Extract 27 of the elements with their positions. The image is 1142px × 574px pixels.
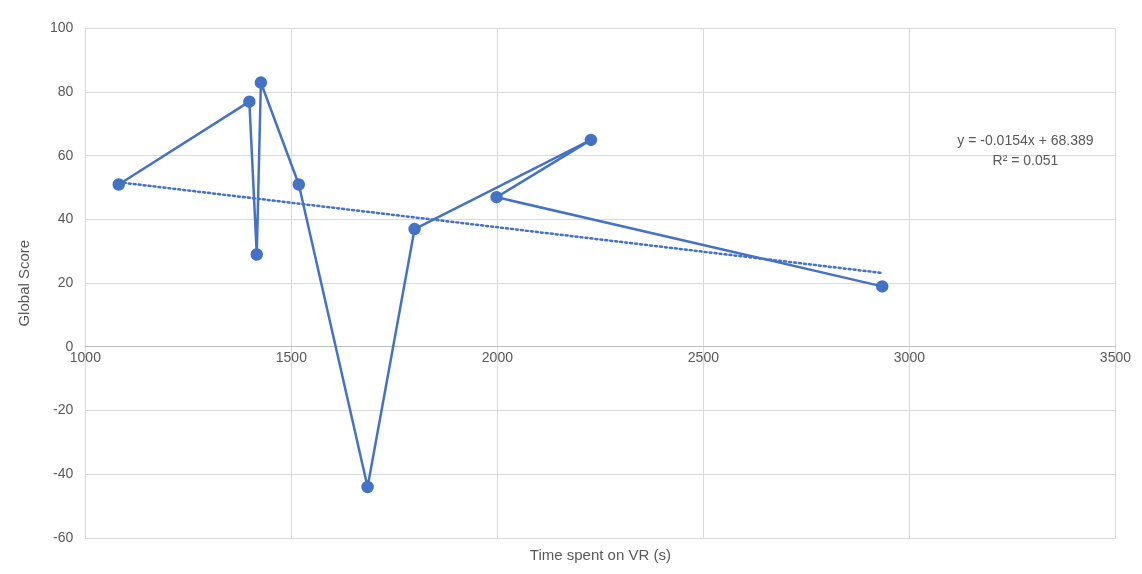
y-tick-label: 100: [50, 19, 74, 36]
point: [584, 133, 598, 147]
point: [292, 178, 306, 191]
x-tick-label: 3500: [1099, 349, 1132, 366]
annotation: y = -0.0154x + 68.389: [957, 132, 1094, 149]
point: [112, 178, 125, 191]
x-axis-title: Time spent on VR (s): [529, 546, 671, 564]
y-tick-label: -40: [53, 465, 74, 482]
x-tick-label: 2500: [687, 349, 720, 366]
y-axis-title: Global Score: [15, 239, 33, 327]
y-tick-label: 60: [57, 146, 74, 163]
y-tick-label: 20: [57, 274, 74, 291]
point: [875, 280, 889, 293]
point: [243, 95, 256, 108]
point: [250, 248, 264, 261]
y-tick-label: -20: [53, 401, 74, 418]
annotation: R² = 0.051: [992, 152, 1059, 169]
x-tick-label: 2000: [481, 349, 514, 366]
y-tick-label: -60: [53, 528, 74, 545]
point: [361, 480, 374, 494]
x-tick-label: 3000: [893, 349, 926, 366]
point: [490, 190, 503, 204]
point: [408, 222, 421, 236]
point: [254, 76, 268, 89]
y-tick-label: 40: [57, 210, 74, 227]
y-tick-label: 80: [57, 82, 74, 99]
x-tick-label: 1500: [275, 349, 308, 366]
